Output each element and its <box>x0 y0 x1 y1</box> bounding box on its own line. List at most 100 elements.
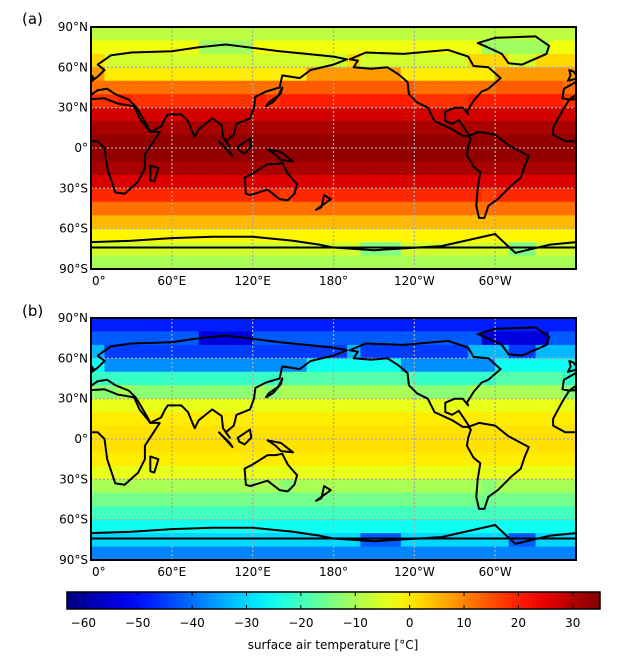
heatmap-cell <box>360 148 375 163</box>
heatmap-cell <box>562 492 576 507</box>
heatmap-cell <box>320 519 335 534</box>
heatmap-cell <box>481 67 496 82</box>
heatmap-cell <box>427 546 442 560</box>
heatmap-cell <box>144 344 159 359</box>
heatmap-cell <box>198 53 213 68</box>
heatmap-cell <box>360 80 375 95</box>
colorbar-tick-label: 30 <box>565 616 580 630</box>
heatmap-cell <box>360 344 375 359</box>
heatmap-cell <box>104 358 119 373</box>
coastline-britain <box>566 69 576 82</box>
heatmap-cell <box>185 546 200 560</box>
heatmap-cell <box>508 134 523 149</box>
heatmap-cell <box>535 492 550 507</box>
heatmap-cell <box>360 174 375 189</box>
heatmap-cell <box>91 344 106 359</box>
heatmap-cell <box>144 80 159 95</box>
heatmap-cell <box>400 398 415 413</box>
heatmap-cell <box>468 148 483 163</box>
heatmap-cell <box>225 398 240 413</box>
heatmap-cell <box>91 533 106 548</box>
heatmap-cell <box>198 465 213 480</box>
heatmap-cell <box>549 148 564 163</box>
heatmap-cell <box>158 452 173 467</box>
x-tick-label: 180° <box>319 565 348 579</box>
heatmap-cell <box>252 412 267 427</box>
heatmap-cell <box>508 201 523 216</box>
heatmap-cell <box>212 215 227 230</box>
heatmap-cell <box>144 533 159 548</box>
heatmap-cell <box>158 188 173 203</box>
heatmap-cell <box>117 439 133 454</box>
y-tick-label: 0° <box>74 432 88 446</box>
heatmap-cell <box>549 344 564 359</box>
heatmap-cell <box>279 215 294 230</box>
heatmap-cell <box>333 452 348 467</box>
heatmap-cell <box>373 479 388 494</box>
heatmap-cell <box>212 27 227 42</box>
heatmap-cell <box>117 425 133 440</box>
heatmap-cell <box>266 344 281 359</box>
heatmap-cell <box>495 358 510 373</box>
heatmap-cell <box>104 439 119 454</box>
heatmap-cell <box>117 492 133 507</box>
heatmap-cell <box>266 533 281 548</box>
heatmap-cell <box>360 412 375 427</box>
heatmap-cell <box>346 519 362 534</box>
heatmap-cell <box>306 80 321 95</box>
heatmap-cell <box>427 53 442 68</box>
heatmap-cell <box>562 452 576 467</box>
heatmap-cell <box>198 107 213 122</box>
heatmap-cell <box>414 519 429 534</box>
heatmap-cell <box>468 80 483 95</box>
heatmap-cell <box>225 80 240 95</box>
heatmap-cell <box>535 358 550 373</box>
heatmap-cell <box>117 107 133 122</box>
heatmap-cell <box>239 80 254 95</box>
heatmap-cell <box>481 188 496 203</box>
heatmap-cell <box>481 479 496 494</box>
heatmap-cell <box>427 344 442 359</box>
heatmap-cell <box>104 67 119 82</box>
heatmap-cell <box>495 506 510 521</box>
heatmap-cell <box>333 27 348 42</box>
heatmap-cell <box>104 533 119 548</box>
heatmap-cell <box>320 94 335 109</box>
heatmap-cell <box>333 148 348 163</box>
heatmap-cell <box>239 546 254 560</box>
heatmap-cell <box>360 318 375 333</box>
heatmap-cell <box>185 506 200 521</box>
heatmap-cell <box>454 439 469 454</box>
heatmap-cell <box>522 412 537 427</box>
heatmap-cell <box>131 148 146 163</box>
heatmap-cell <box>535 465 550 480</box>
heatmap-cell <box>293 121 308 136</box>
heatmap-cell <box>468 479 483 494</box>
heatmap-cell <box>225 331 240 346</box>
heatmap-cell <box>387 148 402 163</box>
heatmap-cell <box>239 174 254 189</box>
heatmap-cell <box>131 533 146 548</box>
heatmap-cell <box>252 107 267 122</box>
heatmap-cell <box>158 215 173 230</box>
heatmap-cell <box>400 27 415 42</box>
heatmap-cell <box>185 492 200 507</box>
heatmap-cell <box>441 358 456 373</box>
heatmap-cell <box>252 67 267 82</box>
heatmap-cell <box>279 67 294 82</box>
heatmap-cell <box>117 80 133 95</box>
heatmap-cell <box>104 412 119 427</box>
heatmap-cell <box>104 80 119 95</box>
coastline-indonesia1 <box>218 431 234 449</box>
heatmap-cell <box>387 398 402 413</box>
heatmap-cell <box>454 40 469 55</box>
heatmap-cell <box>387 318 402 333</box>
heatmap-cell <box>400 479 415 494</box>
coastline-australia <box>243 161 299 202</box>
heatmap-cell <box>171 412 186 427</box>
heatmap-cell <box>333 40 348 55</box>
heatmap-cell <box>373 94 388 109</box>
heatmap-cell <box>198 188 213 203</box>
heatmap-cell <box>104 398 119 413</box>
heatmap-cell <box>441 134 456 149</box>
